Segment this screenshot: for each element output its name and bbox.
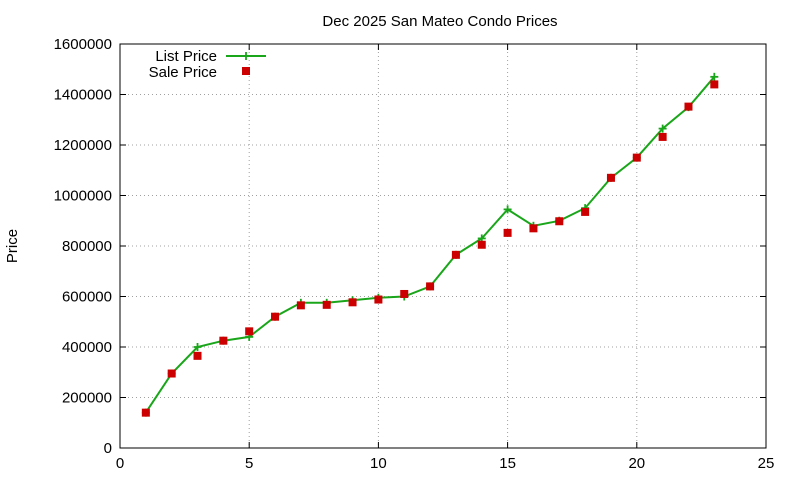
- sale-price-point: [219, 336, 228, 345]
- y-tick-label: 200000: [62, 390, 112, 407]
- sale-price-point: [684, 102, 693, 111]
- legend-swatches: [226, 52, 266, 75]
- y-tick-label: 600000: [62, 289, 112, 306]
- sale-price-point: [426, 282, 435, 291]
- list-price-point: [658, 124, 667, 133]
- list-price-point: [710, 72, 719, 81]
- tick-layer: 0 5 10 15 20 25 0 200000 400000 600000 800000 10000…: [54, 36, 775, 472]
- sale-price-point: [477, 240, 486, 249]
- series-line-list-price: [144, 76, 716, 414]
- legend-label-list-price: List Price: [155, 48, 217, 65]
- sale-price-point: [606, 173, 615, 182]
- sale-price-point: [193, 351, 202, 360]
- sale-price-point: [451, 250, 460, 259]
- sale-price-point: [348, 298, 357, 307]
- sale-price-point: [555, 217, 564, 226]
- x-tick-label: 0: [116, 455, 124, 472]
- list-price-point: [503, 205, 512, 214]
- y-tick-label: 1400000: [54, 87, 112, 104]
- y-tick-label: 1000000: [54, 188, 112, 205]
- sale-price-point: [271, 312, 280, 321]
- x-tick-label: 20: [628, 455, 645, 472]
- chart-title: Dec 2025 San Mateo Condo Prices: [322, 13, 557, 30]
- y-tick-label: 1200000: [54, 137, 112, 154]
- sale-price-point: [374, 295, 383, 304]
- legend-marker-list-price: [242, 52, 250, 60]
- y-axis-label: Price: [4, 229, 21, 263]
- y-tick-label: 400000: [62, 339, 112, 356]
- sale-price-point: [296, 301, 305, 310]
- sale-price-point: [167, 369, 176, 378]
- sale-price-point: [529, 224, 538, 233]
- y-tick-label: 800000: [62, 238, 112, 255]
- series-layer: [141, 72, 719, 417]
- sale-price-point: [245, 327, 254, 336]
- legend-swatch-sale-price: [242, 67, 250, 75]
- sale-price-point: [710, 80, 719, 89]
- sale-price-point: [141, 408, 150, 417]
- legend-label-sale-price: Sale Price: [149, 64, 217, 81]
- y-tick-label: 1600000: [54, 36, 112, 53]
- x-tick-label: 10: [370, 455, 387, 472]
- legend: List Price Sale Price: [149, 48, 266, 81]
- sale-price-point: [581, 207, 590, 216]
- x-tick-label: 15: [499, 455, 516, 472]
- sale-price-point: [322, 300, 331, 309]
- sale-price-point: [503, 228, 512, 237]
- x-tick-label: 25: [758, 455, 775, 472]
- x-tick-label: 5: [245, 455, 253, 472]
- list-price-point: [193, 343, 202, 351]
- sale-price-point: [400, 289, 409, 298]
- sale-price-point: [632, 153, 641, 162]
- y-tick-label: 0: [104, 440, 112, 457]
- sale-price-point: [658, 132, 667, 141]
- grid-layer: [120, 44, 766, 448]
